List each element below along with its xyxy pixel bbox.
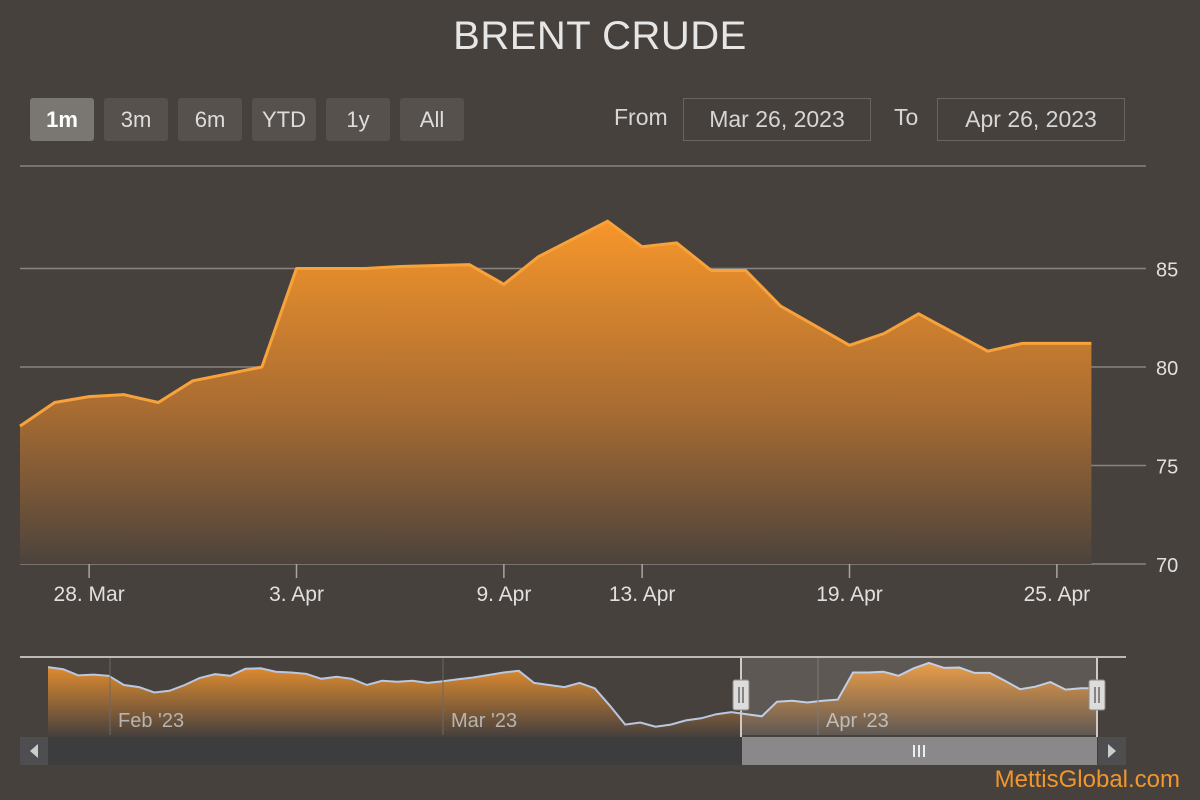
range-button-1y[interactable]: 1y [326,98,390,141]
x-tick-label: 3. Apr [269,583,324,606]
price-area [20,221,1092,564]
navigator-month-label: Apr '23 [826,710,889,732]
y-tick-label: 85 [1156,260,1178,282]
range-button-6m[interactable]: 6m [178,98,242,141]
navigator-selection [741,658,1097,735]
from-date-input[interactable] [683,98,871,141]
navigator-line [47,661,1096,728]
y-tick-label: 70 [1156,555,1178,577]
navigator-left-handle[interactable] [732,679,750,711]
range-button-all[interactable]: All [400,98,464,141]
navigator-area [48,662,1096,735]
handle-body[interactable] [1088,679,1106,711]
to-date-input[interactable] [937,98,1125,141]
handle-body[interactable] [732,679,750,711]
price-line [19,219,1092,428]
x-tick-label: 13. Apr [609,583,676,606]
range-button-ytd[interactable]: YTD [252,98,316,141]
y-tick-label: 75 [1156,457,1178,479]
scrollbar-left-arrow-icon[interactable] [30,744,38,758]
to-label: To [894,104,919,130]
x-tick-label: 25. Apr [1024,583,1091,606]
from-label: From [614,104,668,130]
x-tick-label: 9. Apr [476,583,531,606]
navigator-month-label: Mar '23 [451,710,517,732]
range-button-3m[interactable]: 3m [104,98,168,141]
range-button-1m[interactable]: 1m [30,98,94,141]
navigator-right-handle[interactable] [1088,679,1106,711]
y-tick-label: 80 [1156,358,1178,380]
credit-link[interactable]: MettisGlobal.com [994,766,1180,793]
navigator-month-label: Feb '23 [118,710,184,732]
chart-title: BRENT CRUDE [453,14,747,58]
scrollbar-right-arrow-icon[interactable] [1108,744,1116,758]
x-tick-label: 19. Apr [816,583,883,606]
x-tick-label: 28. Mar [54,583,125,606]
